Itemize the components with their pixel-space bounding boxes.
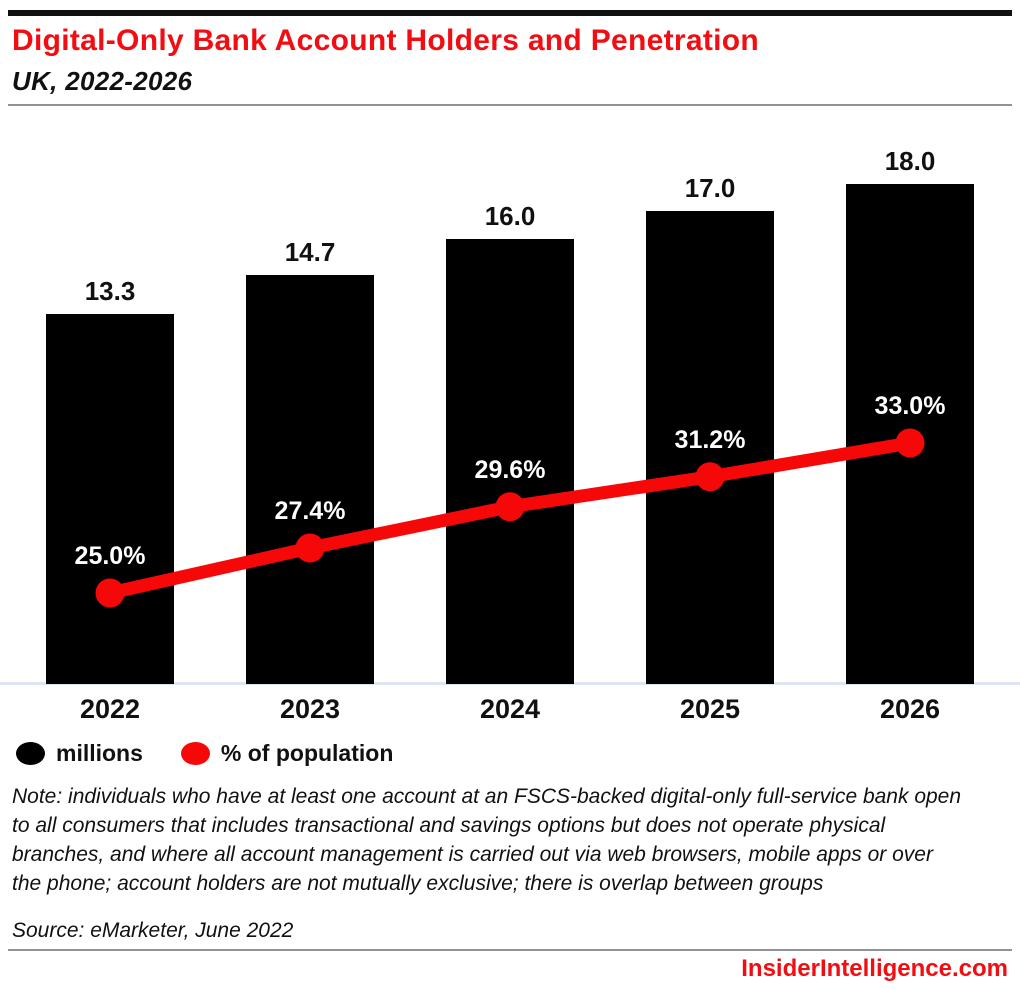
pct-label-2024: 29.6% [474,455,546,484]
pct-label-2026: 33.0% [874,392,946,420]
x-axis-label-2025: 2025 [679,694,741,724]
insider-intelligence-logo[interactable]: InsiderIntelligence.com [741,955,1008,982]
pct-label-2025: 31.2% [674,425,746,454]
page-subtitle: UK, 2022-2026 [12,66,193,96]
x-axis-label-2022: 2022 [79,694,141,724]
bar-value-label-2023: 14.7 [284,237,336,267]
x-axis-label-2026: 2026 [879,694,941,724]
x-axis-label-2024: 2024 [479,694,541,724]
bar-2022 [46,314,174,684]
footer-divider [8,949,1012,951]
pct-of-population-legend-dot-icon [180,742,210,765]
legend-item-millions: millions [16,740,143,767]
note-text: Note: individuals who have at least one … [12,785,962,895]
pct-of-population-legend-label: % of population [220,740,394,766]
chart-legend: millions % of population [16,740,393,767]
bar-value-label-2026: 18.0 [884,146,936,176]
page-title: Digital-Only Bank Account Holders and Pe… [12,24,760,57]
millions-legend-dot-icon [16,742,45,765]
bar-value-label-2024: 16.0 [484,201,536,231]
pct-label-2023: 27.4% [274,497,346,525]
bar-value-label-2025: 17.0 [684,173,736,203]
bar-2026 [846,184,974,684]
top-accent-bar [8,10,1012,16]
bar-2023 [246,275,374,684]
millions-legend-label: millions [56,740,143,766]
source-text: Source: eMarketer, June 2022 [12,919,294,942]
x-axis-label-2023: 2023 [279,694,341,724]
bar-line-chart: 13.3 25.0% 14.7 27.4% 16.0 29.6% 17.0 31.2% 18.0… [0,110,1020,688]
header-divider [8,104,1012,106]
pct-label-2022: 25.0% [74,542,146,570]
legend-item-pct-of-population: % of population [180,740,394,767]
bar-value-label-2022: 13.3 [84,276,136,306]
